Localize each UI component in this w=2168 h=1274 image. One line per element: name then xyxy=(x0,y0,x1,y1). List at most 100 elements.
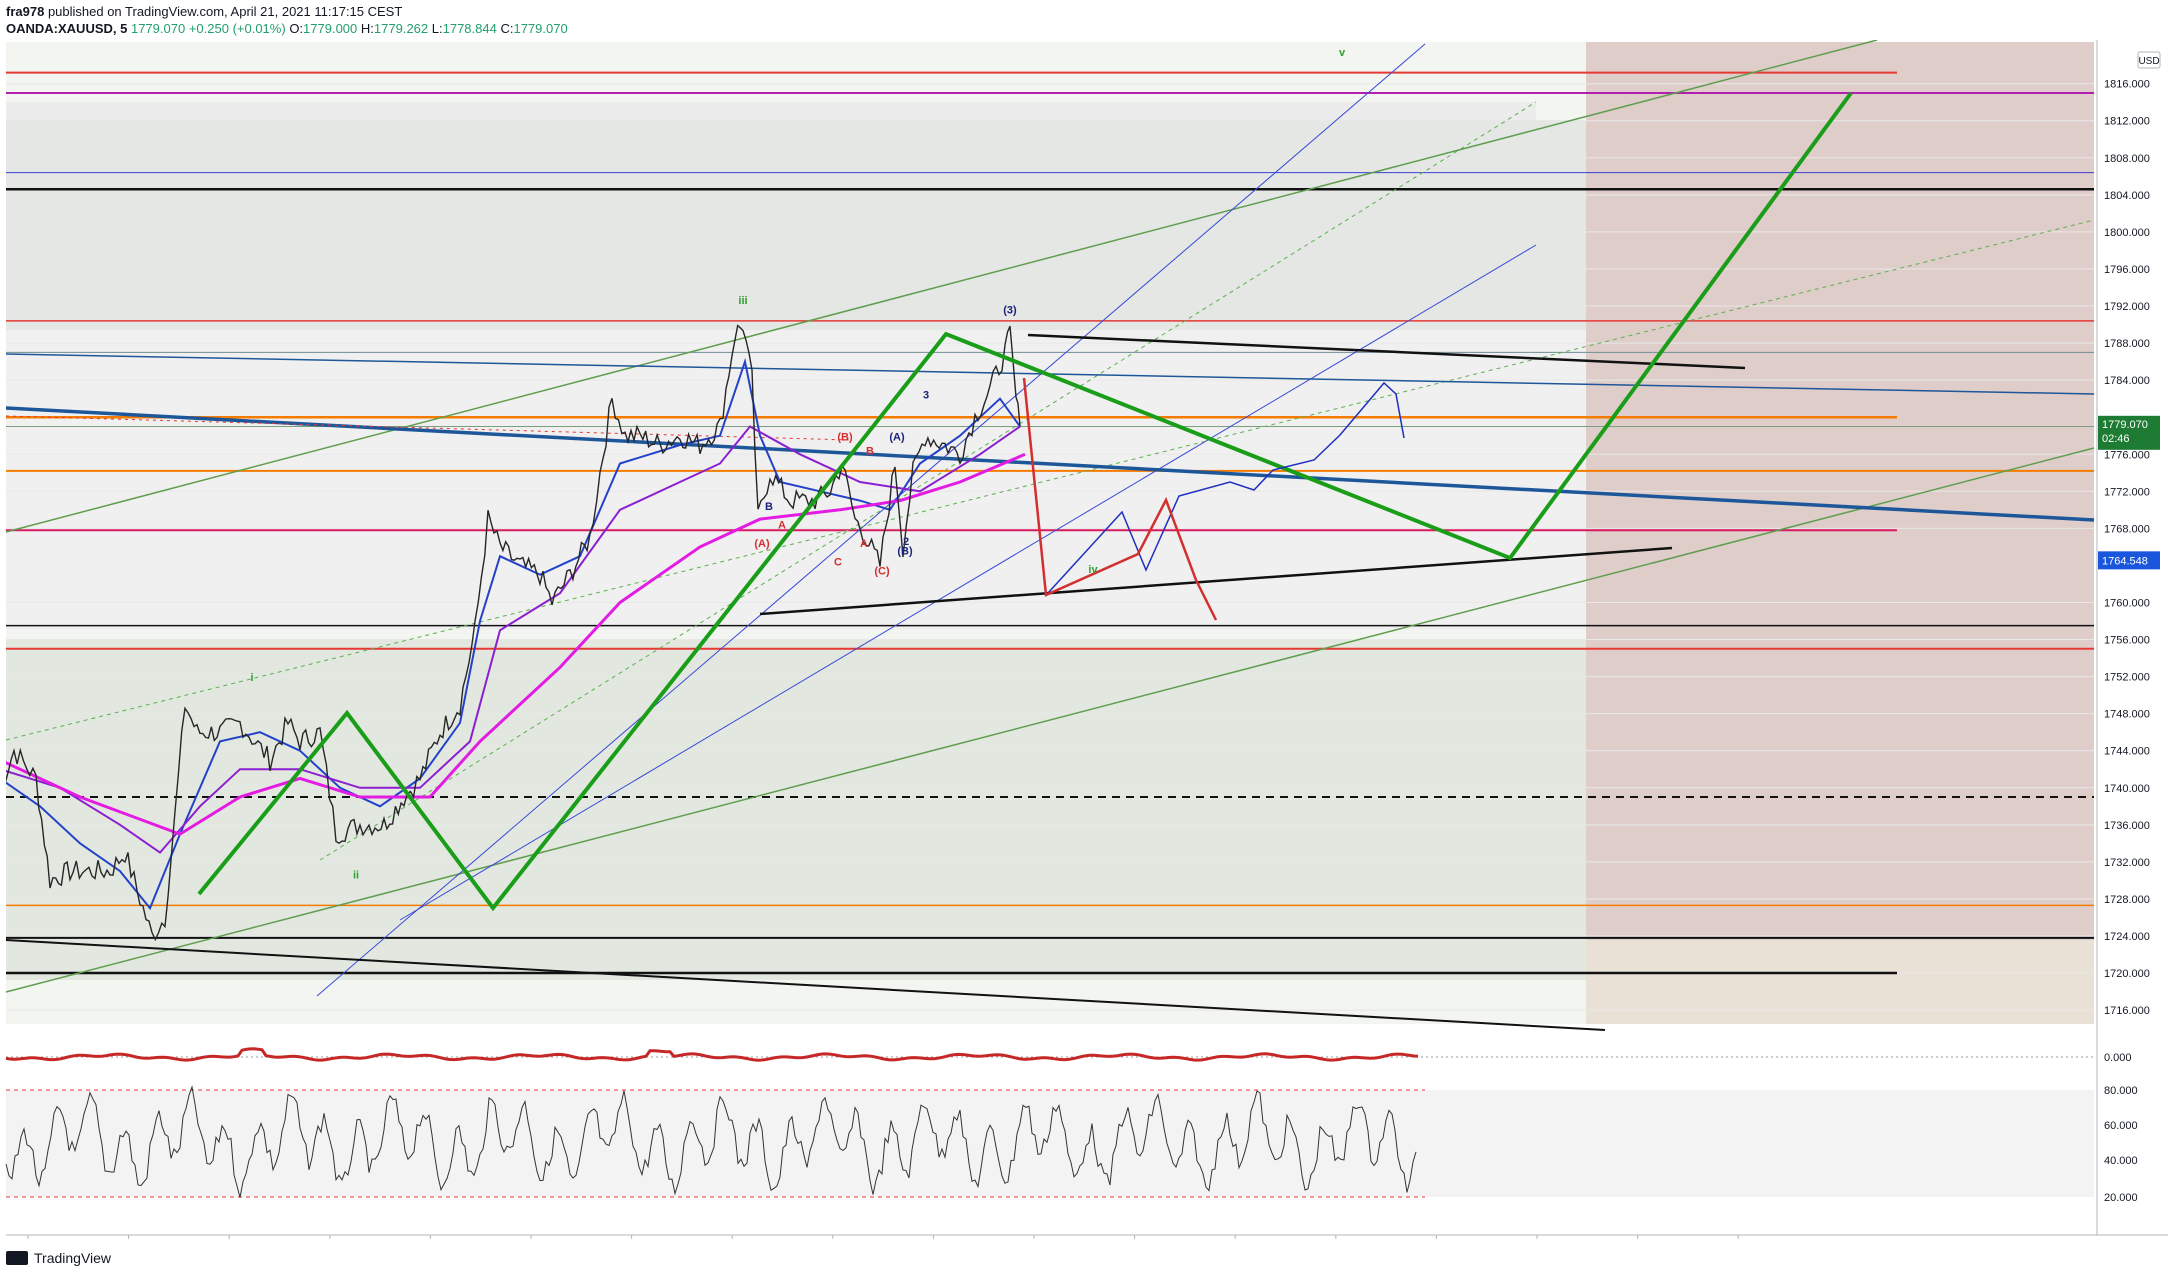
price-tick-label: 1756.000 xyxy=(2104,635,2150,647)
dashed-green-2 xyxy=(5,219,2095,741)
zone-future-tan xyxy=(1586,940,2094,1024)
wave-label: (A) xyxy=(889,431,905,443)
wave-label: B xyxy=(866,445,874,457)
macd-tick-label: 0.000 xyxy=(2104,1052,2132,1064)
dashed-green-1 xyxy=(319,101,1537,861)
fan-line-1 xyxy=(316,43,1426,997)
last-price-tag xyxy=(2098,415,2160,450)
trendlines xyxy=(5,40,2095,1031)
currency-badge[interactable] xyxy=(2137,51,2161,69)
channel-line-lower xyxy=(5,447,2095,993)
price-change: +0.250 (+0.01%) xyxy=(188,21,286,36)
alert-price-tag-value: 1764.548 xyxy=(2102,555,2148,567)
wave-label: v xyxy=(1339,47,1346,59)
indicator-axis-ticks: 0.000 80.000 60.000 40.000 20.000 xyxy=(2104,1052,2138,1204)
zone-future-red xyxy=(1586,42,2094,942)
macd-line xyxy=(5,1047,1419,1062)
wave-label: C xyxy=(834,556,842,568)
last-price: 1779.070 xyxy=(130,21,186,36)
last-price-tag-value: 1779.070 xyxy=(2102,419,2148,431)
price-axis[interactable]: 1816.000 1812.000 1808.000 1804.000 1800.000… xyxy=(2096,40,2168,1235)
price-tick-label: 1740.000 xyxy=(2104,783,2150,795)
fan-line-2 xyxy=(399,244,1537,921)
price-tick-label: 1772.000 xyxy=(2104,486,2150,498)
channel-line-upper xyxy=(5,40,1878,533)
open-value: 1779.000 xyxy=(303,21,358,36)
price-tick-label: 1716.000 xyxy=(2104,1005,2150,1017)
price-tick-label: 1752.000 xyxy=(2104,672,2150,684)
price-tick-label: 1804.000 xyxy=(2104,190,2150,202)
rsi-tick-label: 40.000 xyxy=(2104,1155,2138,1167)
rsi-band xyxy=(6,1090,2094,1197)
rsi-tick-label: 60.000 xyxy=(2104,1120,2138,1132)
macd-pane xyxy=(5,1043,2094,1071)
price-tick-label: 1732.000 xyxy=(2104,857,2150,869)
price-tick-label: 1792.000 xyxy=(2104,301,2150,313)
chart-header: fra978 published on TradingView.com, Apr… xyxy=(0,0,2168,40)
elliott-wave-paths xyxy=(197,91,1853,912)
triangle-lower xyxy=(759,546,1673,616)
corrective-wave-path xyxy=(1022,377,1218,621)
price-tick-label: 1724.000 xyxy=(2104,931,2150,943)
moving-average-line xyxy=(6,452,1026,836)
tradingview-logo[interactable]: TradingView xyxy=(6,1250,111,1266)
triangle-upper xyxy=(1027,333,1746,370)
price-tick-label: 1720.000 xyxy=(2104,968,2150,980)
price-tick-label: 1812.000 xyxy=(2104,116,2150,128)
price-tick-label: 1796.000 xyxy=(2104,264,2150,276)
open-label: O: xyxy=(289,21,304,36)
high-value: 1779.262 xyxy=(373,21,429,36)
price-tick-label: 1768.000 xyxy=(2104,523,2150,535)
time-axis[interactable]: 12:001312:001412:001512:001612:001912:00… xyxy=(6,1234,2168,1240)
zone-lower xyxy=(6,640,1586,980)
price-tick-label: 1728.000 xyxy=(2104,894,2150,906)
published-text: published on TradingView.com, April 21, … xyxy=(47,4,403,19)
price-series xyxy=(6,324,1021,942)
close-value: 1779.070 xyxy=(513,21,568,36)
price-tick-label: 1736.000 xyxy=(2104,820,2150,832)
low-label: L: xyxy=(431,21,443,36)
wave-label: 2 xyxy=(903,536,909,548)
wave-label: 3 xyxy=(923,390,929,402)
rsi-pane xyxy=(5,1078,2094,1233)
wave-label: i xyxy=(250,672,253,684)
publisher-name[interactable]: fra978 xyxy=(6,4,45,19)
price-axis-background xyxy=(2098,40,2168,1235)
price-axis-ticks: 1816.000 1812.000 1808.000 1804.000 1800.000… xyxy=(2104,79,2150,1017)
price-tick-label: 1744.000 xyxy=(2104,746,2150,758)
wave-label: (A) xyxy=(754,538,770,550)
price-tick-label: 1776.000 xyxy=(2104,449,2150,461)
grid-lines xyxy=(6,83,2094,1011)
high-label: H: xyxy=(360,21,374,36)
price-tick-label: 1788.000 xyxy=(2104,338,2150,350)
horizontal-levels xyxy=(6,71,2094,975)
wave-label: iv xyxy=(1088,564,1098,576)
wave-label: (B) xyxy=(837,431,853,443)
currency-label: USD xyxy=(2138,56,2159,67)
zone-top xyxy=(6,102,1536,120)
price-tick-label: 1800.000 xyxy=(2104,227,2150,239)
wave-label: ii xyxy=(353,870,359,882)
wave-label: A xyxy=(778,519,786,531)
price-tick-label: 1784.000 xyxy=(2104,375,2150,387)
wave-label: (B) xyxy=(897,545,913,557)
publish-line: fra978 published on TradingView.com, Apr… xyxy=(6,4,402,19)
bottom-black-trend xyxy=(5,939,1606,1031)
symbol-name[interactable]: OANDA:XAUUSD, 5 xyxy=(6,21,128,36)
dotted-red-trend xyxy=(5,415,851,441)
rsi-line xyxy=(5,1084,1417,1198)
wave-label: (3) xyxy=(1003,304,1017,316)
brand-name: TradingView xyxy=(34,1250,112,1266)
countdown-label: 02:46 xyxy=(2102,433,2130,445)
rsi-tick-label: 20.000 xyxy=(2104,1192,2138,1204)
moving-average-line xyxy=(6,357,1021,911)
wave-label: A xyxy=(860,538,868,550)
wave-label: B xyxy=(765,501,773,513)
sub-wave-path xyxy=(1047,381,1405,594)
wave-label: (C) xyxy=(874,566,890,578)
primary-wave-path xyxy=(197,91,1853,912)
price-tick-label: 1748.000 xyxy=(2104,709,2150,721)
